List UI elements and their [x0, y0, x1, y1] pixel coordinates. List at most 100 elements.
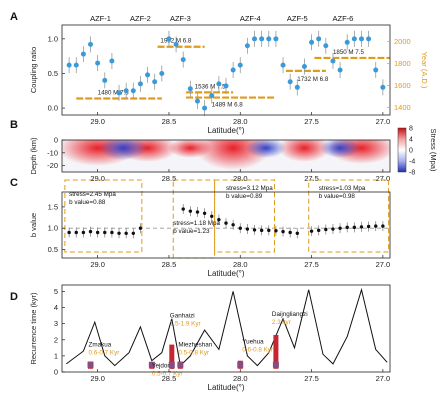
coupling-point [259, 36, 265, 42]
x-tick-label: 29.0 [90, 260, 105, 269]
b-value-point [274, 229, 278, 233]
b-value-point [366, 224, 371, 229]
b-value-point [188, 209, 193, 213]
zone-label: AZF-3 [170, 14, 191, 23]
coupling-point [109, 58, 115, 64]
stress-blob [99, 140, 148, 160]
b-value-point [88, 229, 93, 234]
coupling-point [280, 62, 286, 68]
y-tick-label: 0 [54, 136, 58, 145]
y-tick-label: 3 [54, 319, 58, 328]
x-axis-label: Latitude(°) [208, 383, 245, 392]
coupling-point [323, 43, 329, 49]
coupling-point [166, 36, 172, 42]
panel-a: A AZF-1 AZF-2 AZF-3 AZF-4 AZF-5 AZF-6 1480 M 7.… [10, 11, 429, 135]
coupling-point [173, 41, 179, 47]
site-recurrence: 0.5-0.8 Kyr [178, 350, 209, 357]
coupling-point [237, 62, 243, 68]
coupling-point [344, 39, 350, 45]
b-value-point [309, 229, 314, 233]
zone-label: AZF-4 [240, 14, 261, 23]
coupling-point [223, 83, 229, 89]
plot-frame [61, 191, 391, 259]
b-value-point [210, 214, 214, 218]
x-tick-label: 27.5 [304, 374, 319, 383]
b-value-annotation: b value=1.23 [173, 228, 210, 235]
zone-label: AZF-6 [333, 14, 354, 23]
stress-annotation: stress=1.18 Mpa [173, 220, 220, 227]
x-tick-label: 29.0 [90, 117, 105, 126]
y-tick-label: 1.0 [48, 34, 58, 43]
coupling-point [152, 79, 158, 85]
coupling-point [159, 70, 165, 76]
coupling-point [180, 57, 186, 63]
coupling-point [252, 36, 258, 42]
b-value-point [352, 225, 357, 230]
coupling-point [202, 105, 208, 111]
b-value-point [288, 230, 292, 235]
coupling-point [351, 36, 357, 42]
b-value-point [138, 226, 143, 230]
coupling-point [316, 36, 322, 42]
site-marker [177, 361, 184, 368]
b-value-point [374, 224, 378, 228]
coupling-point [230, 67, 236, 73]
y-right-tick-label: 1600 [394, 81, 411, 90]
b-value-point [259, 228, 264, 233]
b-value-point [359, 225, 364, 229]
x-axis-label: Latitude(°) [208, 126, 245, 135]
recurrence-bar [169, 344, 175, 369]
y-right-tick-label: 2000 [394, 37, 411, 46]
x-tick-label: 27.5 [304, 174, 319, 183]
b-value-point [202, 211, 207, 215]
y-right-tick-label: 1400 [394, 103, 411, 112]
coupling-point [337, 67, 343, 73]
panel-label: A [10, 11, 18, 23]
b-value-point [245, 227, 250, 231]
colorbar [397, 127, 407, 173]
site-name: Yuehua [242, 339, 264, 346]
coupling-point [244, 43, 250, 49]
x-tick-label: 28.0 [233, 260, 248, 269]
x-tick-label: 28.0 [233, 117, 248, 126]
b-value-point [331, 227, 335, 231]
segment-box [308, 179, 390, 253]
coupling-point [330, 58, 336, 64]
b-value-point [103, 230, 107, 235]
x-axis-label: Latitude(°) [208, 269, 245, 278]
coupling-point [366, 36, 372, 42]
y-tick-label: 0.5 [48, 245, 58, 254]
stress-heatmap [62, 140, 390, 172]
coupling-point [373, 67, 379, 73]
b-value-point [224, 221, 228, 225]
coupling-point [102, 77, 108, 83]
coupling-point [380, 84, 386, 90]
colorbar-label: Stress (Mpa) [429, 129, 438, 172]
segment-box [214, 179, 275, 253]
colorbar-tick-label: 8 [409, 126, 413, 133]
b-value-point [281, 229, 285, 234]
stress-blob [278, 140, 331, 162]
coupling-point [294, 84, 300, 90]
y-tick-label: 0 [54, 368, 58, 377]
plot-frame [61, 24, 391, 116]
y-right-tick-label: 1800 [394, 59, 411, 68]
colorbar-tick-label: -8 [409, 170, 415, 177]
panel-label: D [10, 291, 18, 303]
site-marker [148, 361, 155, 368]
b-value-point [324, 227, 328, 232]
coupling-point [309, 39, 315, 45]
y-axis-label: b value [29, 213, 38, 237]
plot-frame [61, 284, 391, 373]
earthquake-label: 1850 M 7.5 [333, 49, 365, 56]
coupling-point [358, 36, 364, 42]
site-marker [87, 361, 94, 368]
recurrence-curve [66, 287, 388, 367]
coupling-point [301, 64, 307, 70]
panel-label: C [10, 177, 18, 189]
b-value-point [110, 230, 114, 235]
y-tick-label: -20 [47, 161, 58, 170]
colorbar-tick-label: 4 [409, 137, 413, 144]
b-value-point [231, 223, 235, 227]
